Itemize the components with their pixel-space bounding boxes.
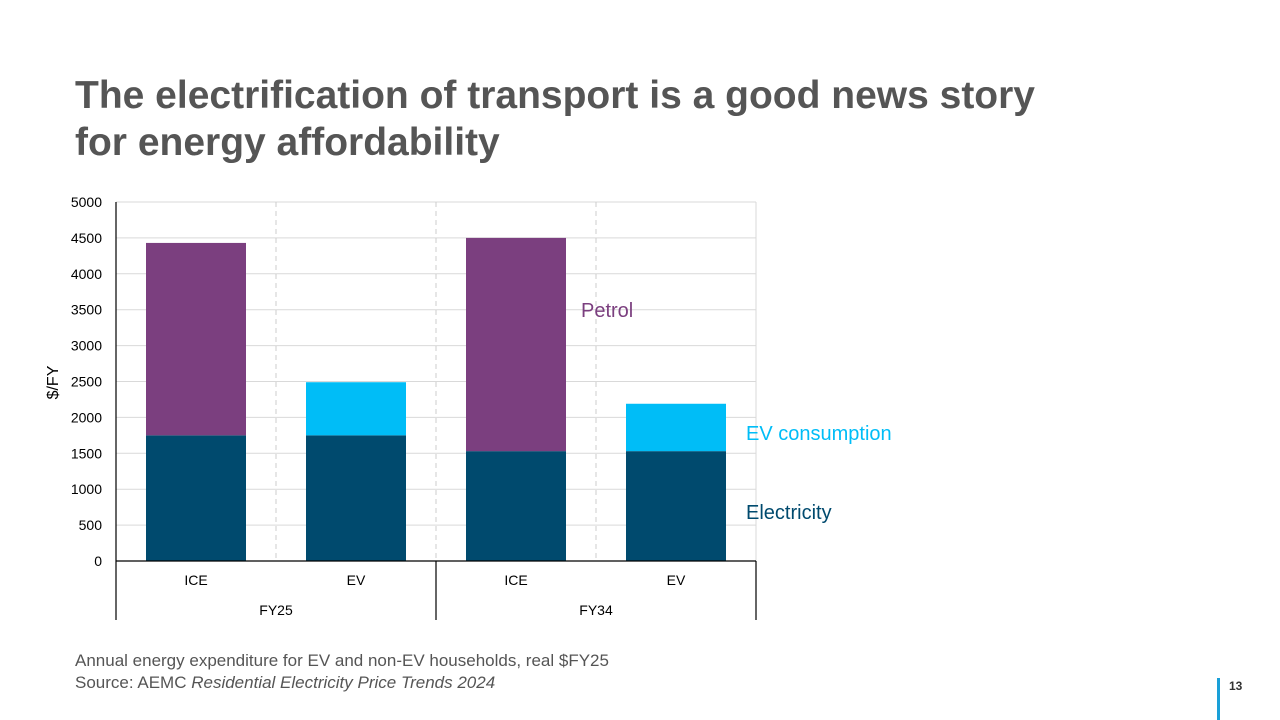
page-marker-bar <box>1217 678 1220 720</box>
bar-2-series-1 <box>306 435 406 561</box>
page-number: 13 <box>1229 679 1243 693</box>
bar-2-series-2 <box>306 382 406 436</box>
y-tick-label-4: 2000 <box>71 409 102 425</box>
category-label-1: ICE <box>184 572 207 588</box>
series-label-2: EV consumption <box>746 423 892 445</box>
group-label-2: FY34 <box>579 602 613 618</box>
y-tick-label-1: 500 <box>79 517 103 533</box>
y-tick-label-3: 1500 <box>71 445 102 461</box>
series-label-3: Petrol <box>581 300 633 322</box>
source-prefix: Source: AEMC <box>75 673 192 692</box>
source-line: Source: AEMC Residential Electricity Pri… <box>75 672 609 694</box>
group-label-1: FY25 <box>259 602 293 618</box>
y-tick-label-8: 4000 <box>71 266 102 282</box>
y-tick-label-6: 3000 <box>71 338 102 354</box>
series-label-1: Electricity <box>746 502 832 524</box>
y-tick-label-2: 1000 <box>71 481 102 497</box>
bar-3-series-1 <box>466 451 566 561</box>
title-line-1: The electrification of transport is a go… <box>75 74 1035 117</box>
y-tick-label-5: 2500 <box>71 374 102 390</box>
slide-title: The electrification of transport is a go… <box>75 72 1075 166</box>
bar-1-series-3 <box>146 242 246 436</box>
bar-4-series-2 <box>626 403 726 452</box>
y-axis-label: $/FY <box>45 365 62 399</box>
y-tick-label-7: 3500 <box>71 302 102 318</box>
category-label-3: ICE <box>504 572 527 588</box>
bar-1-series-1 <box>146 435 246 561</box>
source-title: Residential Electricity Price Trends 202… <box>191 673 496 692</box>
chart-caption: Annual energy expenditure for EV and non… <box>75 650 609 694</box>
caption-text: Annual energy expenditure for EV and non… <box>75 651 609 670</box>
category-label-2: EV <box>347 572 366 588</box>
title-line-2: for energy affordability <box>75 121 500 164</box>
y-tick-label-0: 0 <box>94 553 102 569</box>
bar-4-series-1 <box>626 451 726 561</box>
y-tick-label-9: 4500 <box>71 230 102 246</box>
category-label-4: EV <box>667 572 686 588</box>
bar-3-series-3 <box>466 237 566 452</box>
y-tick-label-10: 5000 <box>71 194 102 210</box>
